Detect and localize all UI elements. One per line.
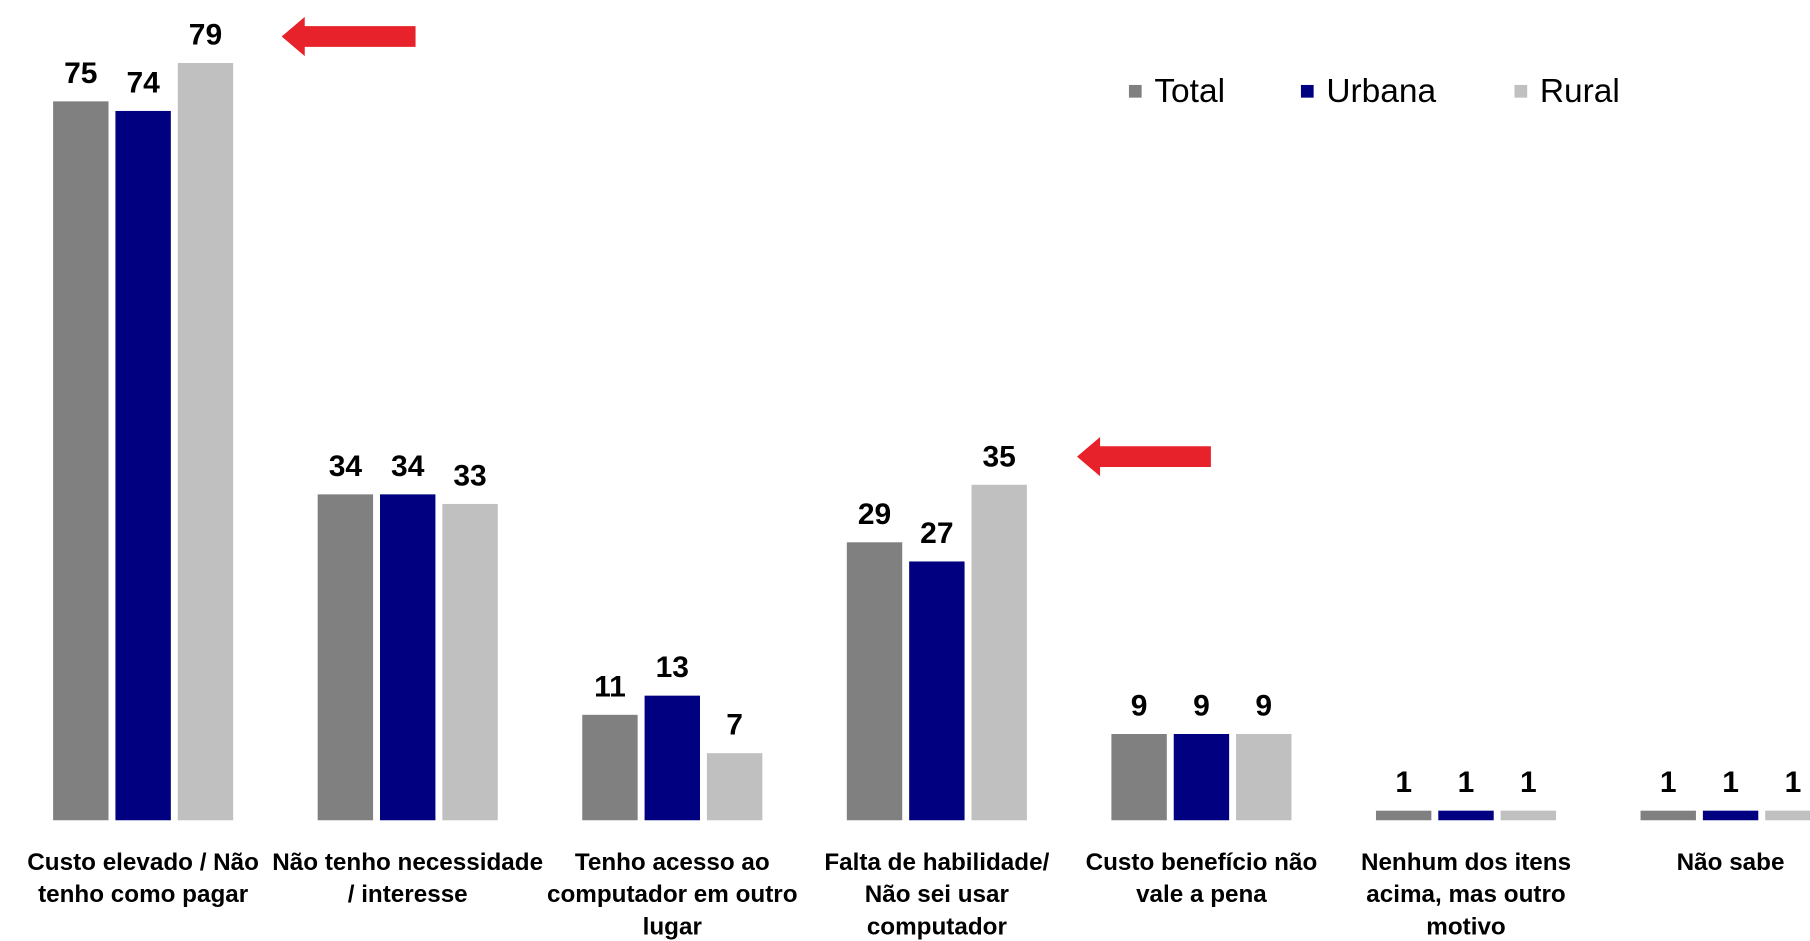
value-label: 29 <box>858 498 891 531</box>
value-label: 1 <box>1520 766 1537 799</box>
legend-swatch <box>1514 84 1528 98</box>
bar <box>1765 810 1810 821</box>
x-tick-label: Nenhum dos itens acima, mas outro motivo <box>1360 849 1572 941</box>
category-label-box: Não sabe <box>1676 849 1785 876</box>
value-label: 1 <box>1722 766 1739 799</box>
legend-label: Total <box>1154 73 1225 110</box>
x-tick-label: Custo elevado / Não tenho como pagar <box>27 849 259 908</box>
value-label: 35 <box>983 440 1016 473</box>
legend-swatch <box>1128 84 1142 98</box>
bar <box>1500 810 1557 821</box>
value-label: 34 <box>329 450 363 483</box>
x-tick-label: Falta de habilidade/ Não sei usar comput… <box>824 849 1050 941</box>
value-label: 33 <box>453 459 486 492</box>
value-label: 27 <box>920 517 953 550</box>
bar <box>1702 810 1759 821</box>
value-label: 11 <box>594 670 626 703</box>
x-tick-label: Custo benefício não vale a pena <box>1085 849 1318 908</box>
value-label: 75 <box>64 57 97 90</box>
bar <box>317 494 374 821</box>
bar <box>115 110 171 821</box>
value-label: 9 <box>1193 690 1210 723</box>
value-label: 9 <box>1131 690 1148 723</box>
category-label-box: Falta de habilidade/ Não sei usar comput… <box>824 849 1050 941</box>
bar <box>53 101 109 821</box>
bar <box>846 542 903 821</box>
category-label-box: Não tenho necessidade / interesse <box>272 849 544 908</box>
value-label: 1 <box>1785 766 1802 799</box>
x-tick-label: Tenho acesso ao computador em outro luga… <box>547 849 798 941</box>
bar <box>1640 810 1696 821</box>
bar <box>582 714 638 821</box>
bar <box>1111 733 1167 821</box>
bar <box>380 494 436 821</box>
value-label: 1 <box>1395 766 1412 799</box>
value-label: 1 <box>1458 766 1475 799</box>
bar <box>1236 733 1292 821</box>
legend-label: Urbana <box>1326 73 1436 110</box>
legend-swatch <box>1300 84 1314 98</box>
bar <box>442 503 498 821</box>
value-label: 34 <box>391 450 425 483</box>
value-label: 1 <box>1660 766 1677 799</box>
value-label: 79 <box>189 19 222 52</box>
legend-label: Rural <box>1540 73 1620 110</box>
value-label: 9 <box>1255 690 1272 723</box>
bar <box>1438 810 1494 821</box>
bar <box>909 561 965 821</box>
category-label-box: Custo benefício não vale a pena <box>1085 849 1318 908</box>
bar <box>644 695 700 821</box>
bar <box>1375 810 1432 821</box>
category-label-box: Tenho acesso ao computador em outro luga… <box>547 849 798 941</box>
bar <box>971 484 1027 821</box>
bar <box>706 753 763 821</box>
bar <box>1173 733 1230 821</box>
value-label: 74 <box>126 66 160 99</box>
bar <box>177 63 234 821</box>
arrow <box>1076 437 1211 477</box>
category-label-box: Custo elevado / Não tenho como pagar <box>27 849 259 908</box>
x-tick-label: Não tenho necessidade / interesse <box>272 849 544 908</box>
arrow <box>281 16 416 57</box>
value-label: 13 <box>656 651 689 684</box>
x-tick-label: Não sabe <box>1676 849 1785 876</box>
value-label: 7 <box>726 709 743 742</box>
category-label-box: Nenhum dos itens acima, mas outro motivo <box>1360 849 1572 941</box>
